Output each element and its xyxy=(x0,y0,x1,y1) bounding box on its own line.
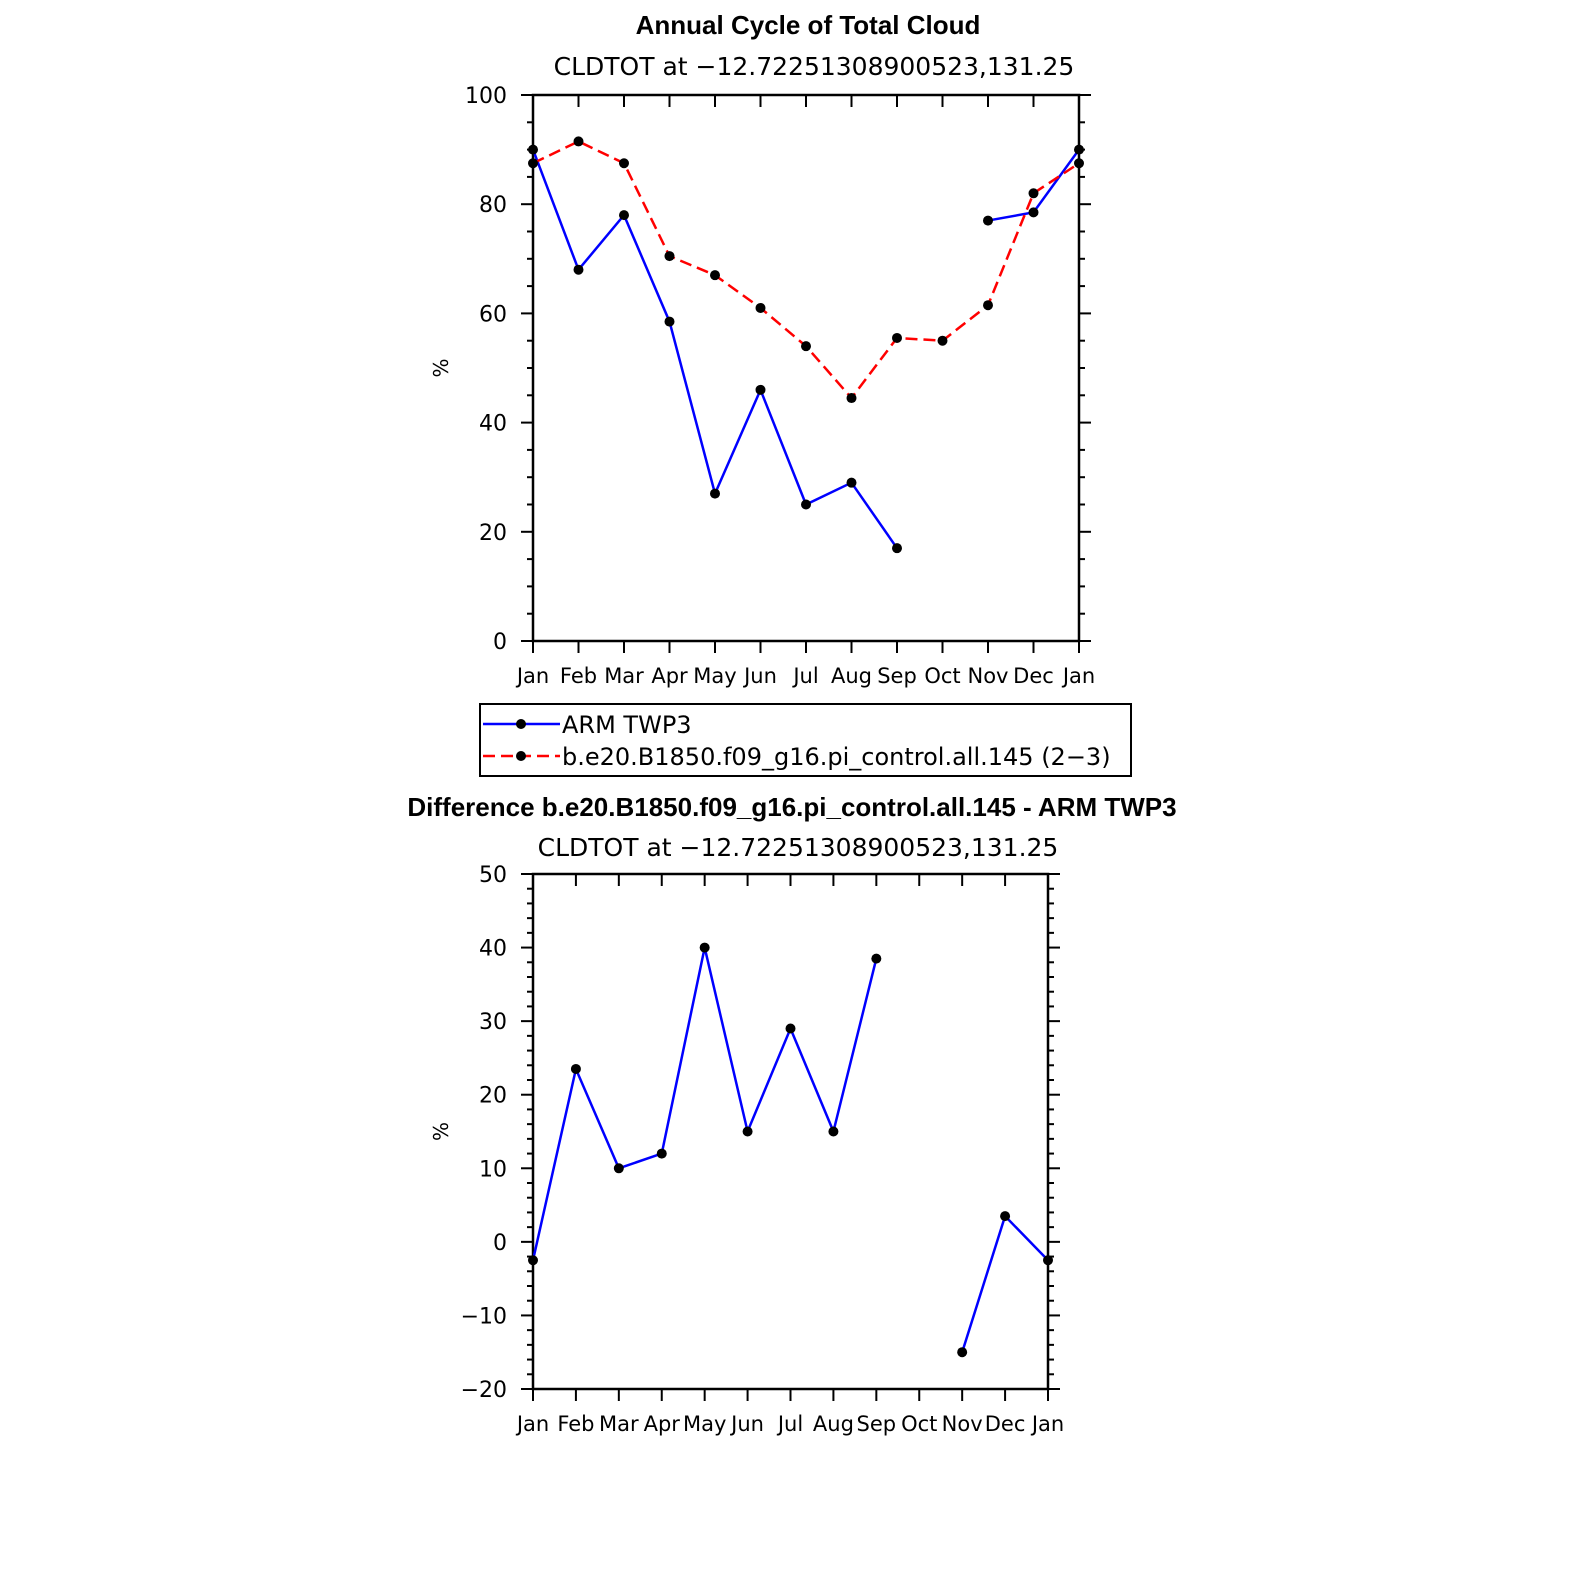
series-1-point xyxy=(755,302,766,313)
x-tick-label: Jan xyxy=(1061,664,1095,688)
x-tick-label: Nov xyxy=(942,1412,983,1436)
top-chart-subtitle: CLDTOT at −12.72251308900523,131.25 xyxy=(554,52,1075,81)
x-tick-label: Sep xyxy=(877,664,917,688)
series-1-point xyxy=(573,136,584,147)
plot-frame xyxy=(531,872,1050,1391)
legend-box xyxy=(479,703,1132,777)
x-tick-label: Dec xyxy=(985,1412,1026,1436)
x-tick-label: Nov xyxy=(968,664,1009,688)
top-chart-legend: ARM TWP3 b.e20.B1850.f09_g16.pi_control.a… xyxy=(479,703,1132,777)
series-0-point xyxy=(528,144,538,155)
y-tick-label: 10 xyxy=(479,1157,507,1182)
x-tick-label: May xyxy=(693,664,736,688)
series-0-point xyxy=(957,1347,968,1358)
x-tick-label: Mar xyxy=(604,664,644,688)
x-tick-label: Jan xyxy=(515,664,549,688)
bottom-plot-area: −20 −10 0 10 20 30 40 50 Jan Feb Mar Apr May Jun Jul Au… xyxy=(429,863,1064,1436)
series-0-point xyxy=(570,1063,581,1074)
x-tick-label: Apr xyxy=(644,1412,681,1436)
y-tick-label: 100 xyxy=(465,84,507,109)
legend-series-0-marker xyxy=(516,719,526,729)
series-0-line xyxy=(960,1213,1049,1353)
x-tick-label: Dec xyxy=(1013,664,1054,688)
bottom-chart-subtitle: CLDTOT at −12.72251308900523,131.25 xyxy=(538,833,1059,862)
x-tick-label: Jun xyxy=(729,1412,764,1436)
series-0-point xyxy=(846,477,857,488)
x-tick-label: Feb xyxy=(560,664,597,688)
x-tick-label: Aug xyxy=(813,1412,854,1436)
y-tick-label: 20 xyxy=(479,1084,507,1109)
series-0-point xyxy=(1028,207,1039,218)
y-tick-label: 40 xyxy=(479,937,507,962)
x-tick-label: Jul xyxy=(791,664,818,688)
series-0-point xyxy=(1074,144,1084,155)
series-0-point xyxy=(892,543,902,554)
series-0-point xyxy=(871,953,882,964)
y-tick-label: 20 xyxy=(479,521,507,546)
series-0-point xyxy=(528,1255,538,1266)
series-1-point xyxy=(983,300,993,311)
x-tick-label: May xyxy=(683,1412,726,1436)
series-1-point xyxy=(801,341,811,352)
series-0-point xyxy=(755,384,766,395)
legend-series-1-label: b.e20.B1850.f09_g16.pi_control.all.145 (… xyxy=(562,743,1111,771)
y-tick-label: 50 xyxy=(479,863,507,888)
legend-series-1-marker xyxy=(516,751,526,761)
x-tick-label: Oct xyxy=(924,664,960,688)
y-tick-label: −10 xyxy=(461,1304,507,1329)
top-chart-title: Annual Cycle of Total Cloud xyxy=(636,10,981,40)
y-tick-label: 80 xyxy=(479,193,507,218)
series-0-point xyxy=(828,1126,839,1137)
x-tick-label: Feb xyxy=(557,1412,594,1436)
x-tick-label: Sep xyxy=(857,1412,897,1436)
series-0-point xyxy=(699,942,710,953)
series-1-point xyxy=(528,158,538,169)
series-0-line xyxy=(531,947,878,1261)
series-1-point xyxy=(937,335,948,346)
series-1-point xyxy=(1028,188,1039,199)
x-tick-label: Jun xyxy=(742,664,777,688)
top-plot-area: 0 20 40 60 80 100 Jan Feb Mar Apr May Jun Jul Aug Sep O… xyxy=(429,84,1095,688)
series-0-point xyxy=(619,210,629,221)
x-tick-label: Jul xyxy=(776,1412,803,1436)
plot-frame xyxy=(531,93,1081,643)
y-tick-label: −20 xyxy=(461,1378,507,1403)
series-0-point xyxy=(1043,1255,1053,1266)
bottom-chart-title: Difference b.e20.B1850.f09_g16.pi_contro… xyxy=(407,792,1176,822)
series-0-point xyxy=(613,1163,624,1174)
y-tick-label: 0 xyxy=(493,630,507,655)
x-tick-label: Jan xyxy=(1030,1412,1064,1436)
series-0-point xyxy=(742,1126,753,1137)
x-tick-label: Aug xyxy=(831,664,872,688)
y-axis-label: % xyxy=(429,1122,453,1141)
series-1-point xyxy=(710,270,720,281)
x-tick-label: Mar xyxy=(599,1412,639,1436)
series-1-point xyxy=(619,158,629,169)
legend-series-0-label: ARM TWP3 xyxy=(562,711,692,739)
series-0-line xyxy=(531,149,899,549)
y-axis-label: % xyxy=(429,358,453,377)
series-0-point xyxy=(983,215,993,226)
series-1-point xyxy=(1074,158,1084,169)
series-1-point xyxy=(892,332,902,343)
series-0-point xyxy=(785,1023,796,1034)
series-0-point xyxy=(801,499,811,510)
series-0-point xyxy=(656,1148,667,1159)
series-1-point xyxy=(664,251,675,262)
series-0-point xyxy=(710,488,720,499)
y-tick-label: 30 xyxy=(479,1010,507,1035)
y-tick-label: 40 xyxy=(479,412,507,437)
series-0-point xyxy=(1000,1211,1011,1222)
series-0-point xyxy=(573,264,584,275)
y-tick-label: 60 xyxy=(479,302,507,327)
x-tick-label: Apr xyxy=(651,664,688,688)
series-1-line xyxy=(532,140,1080,401)
y-tick-label: 0 xyxy=(493,1231,507,1256)
series-1-point xyxy=(846,393,857,404)
x-tick-label: Oct xyxy=(901,1412,937,1436)
x-tick-label: Jan xyxy=(515,1412,549,1436)
series-0-point xyxy=(664,316,675,327)
